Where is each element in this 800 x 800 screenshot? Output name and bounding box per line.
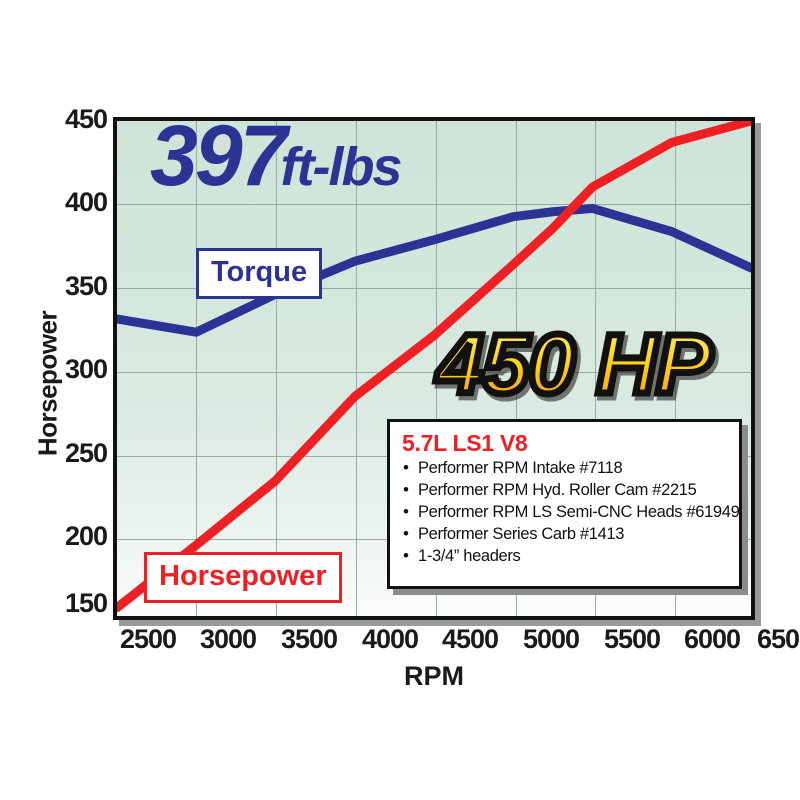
y-tick-300: 300 [64, 354, 108, 384]
spec-box-list: Performer RPM Intake #7118 Performer RPM… [402, 457, 740, 568]
x-tick-6000: 6000 [683, 624, 741, 654]
x-tick-4500: 4500 [441, 624, 499, 654]
horsepower-series-label: Horsepower [144, 552, 342, 603]
y-tick-350: 350 [64, 271, 108, 301]
x-tick-6500: 6500 [756, 624, 800, 654]
spec-item: Performer Series Carb #1413 [402, 523, 729, 546]
y-tick-400: 400 [64, 187, 108, 217]
x-axis-title: RPM [404, 661, 464, 691]
gridline-horizontal [117, 204, 751, 205]
gridline-vertical [516, 121, 517, 616]
x-tick-2500: 2500 [119, 624, 177, 654]
horsepower-headline: 450 HP [433, 314, 715, 415]
spec-item: Performer RPM Hyd. Roller Cam #2215 [402, 479, 729, 502]
spec-item: Performer RPM Intake #7118 [402, 457, 729, 480]
y-axis-tick-labels: 450 400 350 300 250 200 150 [0, 0, 108, 800]
curve-layer [117, 121, 751, 613]
torque-curve [117, 203, 751, 337]
x-tick-5500: 5500 [603, 624, 661, 654]
y-tick-150: 150 [64, 588, 108, 618]
horsepower-curve [117, 121, 751, 613]
gridline-vertical [436, 121, 437, 616]
gridline-vertical [196, 121, 197, 616]
gridline-horizontal [117, 372, 751, 373]
spec-item: Performer RPM LS Semi-CNC Heads #61949 [402, 501, 740, 524]
x-tick-3500: 3500 [280, 624, 338, 654]
y-tick-450: 450 [64, 104, 108, 134]
torque-series-label: Torque [196, 248, 323, 299]
gridline-vertical [356, 121, 357, 616]
gridline-horizontal [117, 288, 751, 289]
spec-item: 1-3/4” headers [402, 545, 729, 568]
torque-headline-value: 397 [150, 108, 287, 204]
torque-headline-unit: ft-lbs [280, 137, 403, 197]
torque-headline: 397ft-lbs [150, 107, 403, 206]
engine-spec-box: 5.7L LS1 V8 Performer RPM Intake #7118 P… [387, 419, 742, 589]
gridline-vertical [276, 121, 277, 616]
y-tick-250: 250 [64, 438, 108, 468]
gridline-vertical [675, 121, 676, 616]
y-tick-200: 200 [64, 521, 108, 551]
x-tick-4000: 4000 [361, 624, 419, 654]
spec-box-title: 5.7L LS1 V8 [402, 430, 528, 456]
gridline-vertical [595, 121, 596, 616]
x-tick-3000: 3000 [199, 624, 257, 654]
x-tick-5000: 5000 [522, 624, 580, 654]
